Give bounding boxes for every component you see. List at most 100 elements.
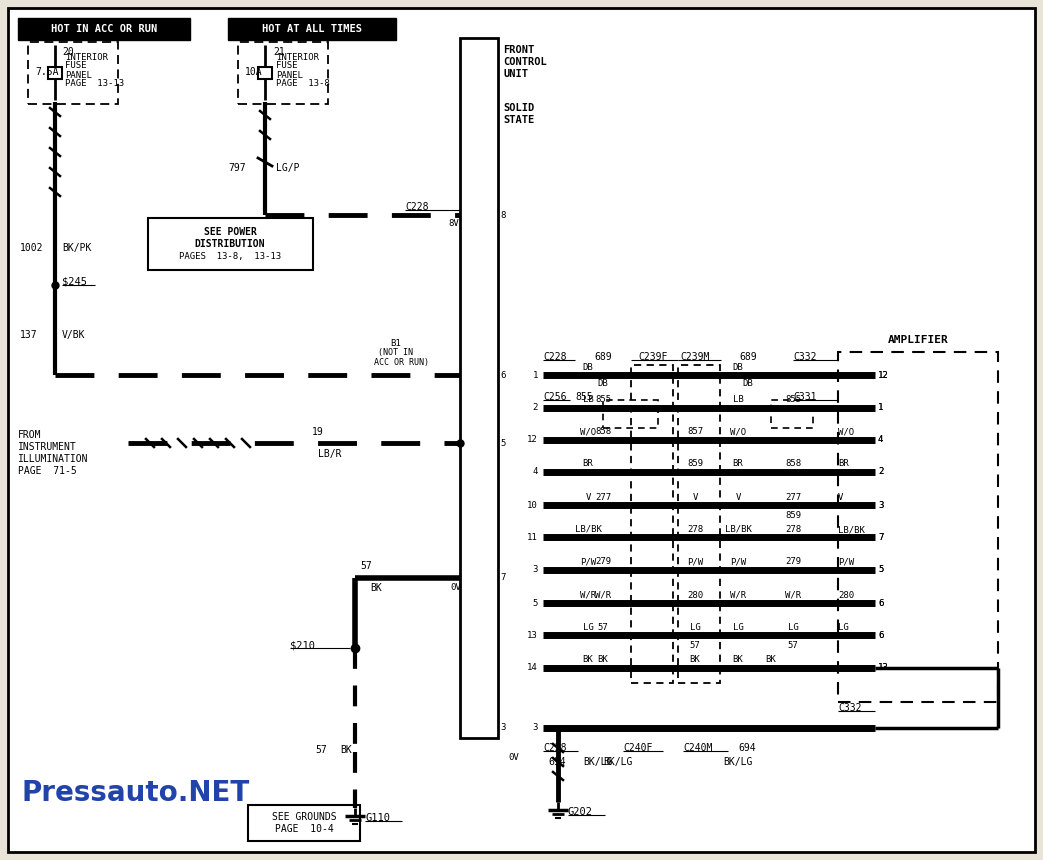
Text: SEE GROUNDS: SEE GROUNDS — [271, 812, 336, 822]
Text: 279: 279 — [595, 557, 611, 567]
Text: 20: 20 — [62, 47, 74, 57]
Text: BR: BR — [732, 459, 744, 469]
Text: 4: 4 — [878, 435, 883, 445]
Text: W/O: W/O — [730, 427, 746, 437]
Bar — [228, 18, 396, 40]
Text: C332: C332 — [793, 352, 817, 362]
Text: 14: 14 — [528, 664, 538, 673]
Text: PANEL: PANEL — [276, 71, 302, 79]
Text: (NOT IN: (NOT IN — [378, 348, 413, 358]
Text: 57: 57 — [360, 561, 371, 571]
Text: 855: 855 — [595, 396, 611, 404]
Text: 5: 5 — [533, 599, 538, 607]
Text: 2: 2 — [878, 468, 883, 476]
Text: BK/LG: BK/LG — [723, 757, 753, 767]
Text: 277: 277 — [595, 493, 611, 501]
Text: 12: 12 — [878, 371, 889, 379]
Text: 10A: 10A — [245, 67, 263, 77]
Text: C228: C228 — [543, 352, 566, 362]
Text: DB: DB — [743, 378, 753, 388]
Text: 797: 797 — [228, 163, 245, 173]
Text: INTERIOR: INTERIOR — [65, 52, 108, 62]
Text: LG: LG — [583, 623, 593, 631]
Text: 2: 2 — [878, 468, 883, 476]
Text: 694: 694 — [738, 743, 755, 753]
Text: 1: 1 — [878, 403, 883, 413]
Text: 855: 855 — [785, 396, 801, 404]
Text: 858: 858 — [595, 427, 611, 437]
Text: BK: BK — [689, 655, 701, 665]
Text: PAGE  10-4: PAGE 10-4 — [274, 824, 334, 834]
Text: V: V — [838, 493, 844, 501]
Text: 278: 278 — [687, 525, 703, 535]
Text: C240M: C240M — [683, 743, 712, 753]
Text: 57: 57 — [689, 641, 701, 649]
Text: V: V — [585, 493, 590, 501]
Text: CONTROL: CONTROL — [503, 57, 547, 67]
Text: W/R: W/R — [730, 591, 746, 599]
Text: 280: 280 — [687, 591, 703, 599]
Text: LG: LG — [787, 623, 798, 631]
Bar — [258, 66, 272, 78]
Text: V/BK: V/BK — [62, 330, 86, 340]
Bar — [631, 365, 673, 683]
Text: 3: 3 — [533, 723, 538, 733]
Text: 5: 5 — [878, 566, 883, 574]
Text: B1: B1 — [390, 339, 401, 347]
Text: BK: BK — [732, 655, 744, 665]
Text: C239M: C239M — [680, 352, 709, 362]
Text: HOT IN ACC OR RUN: HOT IN ACC OR RUN — [51, 24, 157, 34]
Text: W/O: W/O — [580, 427, 596, 437]
Text: Pressauto.NET: Pressauto.NET — [22, 779, 250, 807]
Text: PAGE  13-13: PAGE 13-13 — [65, 79, 124, 89]
Text: P/W: P/W — [838, 557, 854, 567]
Text: 859: 859 — [687, 459, 703, 469]
Bar — [678, 365, 720, 683]
Text: ILLUMINATION: ILLUMINATION — [18, 454, 89, 464]
Text: 859: 859 — [785, 511, 801, 519]
Text: LB/BK: LB/BK — [838, 525, 865, 535]
Text: LG: LG — [838, 623, 849, 631]
Text: 5: 5 — [500, 439, 506, 447]
Text: 1002: 1002 — [20, 243, 44, 253]
Text: FUSE: FUSE — [65, 62, 87, 71]
Text: BK: BK — [598, 655, 608, 665]
Text: 1: 1 — [878, 403, 883, 413]
Text: FRONT: FRONT — [503, 45, 534, 55]
Bar — [28, 42, 118, 104]
Text: PANEL: PANEL — [65, 71, 92, 79]
Text: 0V: 0V — [450, 583, 461, 593]
Text: 21: 21 — [273, 47, 285, 57]
Bar — [18, 18, 190, 40]
Text: 3: 3 — [500, 723, 506, 733]
Text: 855: 855 — [575, 392, 592, 402]
Bar — [148, 218, 313, 270]
Text: 13: 13 — [878, 664, 889, 673]
Text: 57: 57 — [787, 641, 798, 649]
Bar — [838, 352, 998, 702]
Text: 57: 57 — [315, 745, 326, 755]
Text: DB: DB — [732, 363, 744, 372]
Text: DB: DB — [583, 363, 593, 372]
Bar — [238, 42, 328, 104]
Text: 857: 857 — [687, 427, 703, 437]
Text: BK: BK — [583, 655, 593, 665]
Text: 277: 277 — [785, 493, 801, 501]
Text: W/R: W/R — [595, 591, 611, 599]
Text: 1: 1 — [533, 371, 538, 379]
Text: AMPLIFIER: AMPLIFIER — [888, 335, 948, 345]
Text: LB/BK: LB/BK — [575, 525, 602, 533]
Text: 10: 10 — [528, 501, 538, 509]
Text: STATE: STATE — [503, 115, 534, 125]
Text: 280: 280 — [838, 591, 854, 599]
Text: SEE POWER: SEE POWER — [203, 227, 257, 237]
Text: 12: 12 — [528, 435, 538, 445]
Text: 2: 2 — [533, 403, 538, 413]
Text: HOT AT ALL TIMES: HOT AT ALL TIMES — [262, 24, 362, 34]
Text: DB: DB — [598, 378, 608, 388]
Text: 5: 5 — [878, 566, 883, 574]
Text: 7: 7 — [500, 574, 506, 582]
Text: BK/LG: BK/LG — [583, 757, 612, 767]
Text: 6: 6 — [500, 371, 506, 379]
Text: BK: BK — [370, 583, 382, 593]
